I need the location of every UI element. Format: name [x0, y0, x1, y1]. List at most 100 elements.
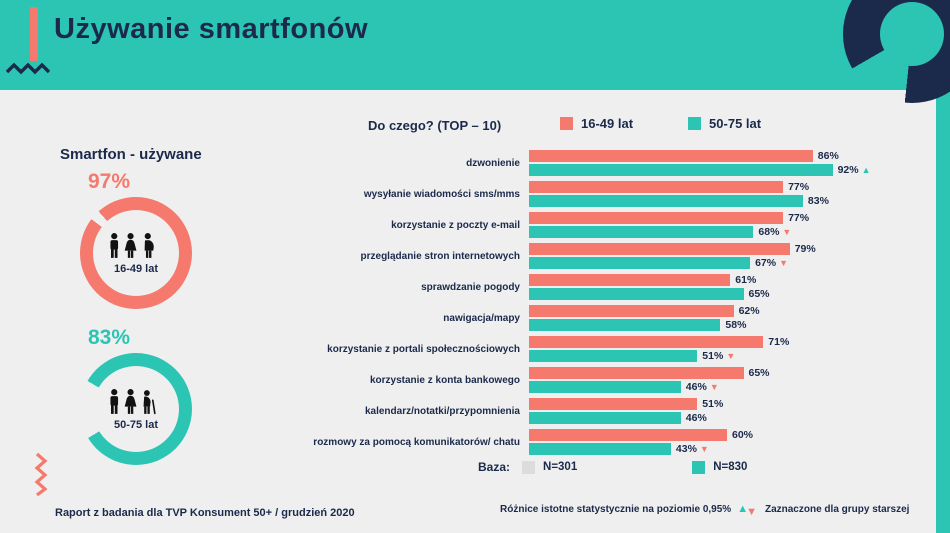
significance-marker-icon: ▼ [726, 350, 736, 361]
pregnant-woman-icon [144, 232, 154, 258]
legend-swatch-16-49 [560, 117, 573, 130]
bar-50-75 [529, 412, 681, 424]
bar-line-50-75: 46% ▼ [529, 381, 770, 393]
category-bars: 86% 92% ▲ [529, 150, 871, 176]
bar-value-50-75: 46% [685, 381, 707, 393]
bar-value-16-49: 79% [794, 243, 816, 255]
category-label: kalendarz/notatki/przypomnienia [364, 405, 520, 417]
woman-icon [124, 388, 137, 414]
bar-line-50-75: 92% ▲ [529, 164, 871, 176]
category-bars: 77% 68% ▼ [529, 212, 809, 238]
bar-50-75 [529, 164, 833, 176]
donut-center-16-49: 16-49 lat [93, 210, 179, 296]
bar-value-16-49: 51% [702, 398, 724, 410]
base-n-50-75: N=830 [713, 461, 748, 473]
bar-50-75 [529, 443, 671, 455]
bar-16-49 [529, 305, 734, 317]
bar-16-49 [529, 398, 698, 410]
bar-value-50-75: 83% [807, 195, 829, 207]
bar-line-50-75: 67% ▼ [529, 257, 816, 269]
bar-value-50-75: 46% [685, 412, 707, 424]
chart-row: sprawdzanie pogody 61% 65% [282, 274, 871, 300]
up-triangle-icon: ▲ [737, 503, 749, 515]
source-text: Raport z badania dla TVP Konsument 50+ /… [55, 507, 355, 519]
base-n-16-49: N=301 [543, 461, 578, 473]
bar-16-49 [529, 150, 813, 162]
page-title: Używanie smartfonów [54, 13, 369, 45]
significance-marker-icon: ▲ [861, 164, 871, 175]
header-bar: Używanie smartfonów [0, 0, 950, 90]
bar-50-75 [529, 319, 721, 331]
significance-triangles: ▲ ▼ [737, 503, 759, 518]
category-bars: 79% 67% ▼ [529, 243, 816, 269]
chart-row: rozmowy za pomocą komunikatorów/ chatu 6… [282, 429, 871, 455]
significance-marker-icon: ▼ [699, 443, 709, 454]
base-item-16-49: N=301 [522, 460, 578, 474]
bar-value-50-75: 92% [837, 164, 859, 176]
bar-line-16-49: 60% [529, 429, 753, 441]
chart-row: kalendarz/notatki/przypomnienia 51% 46% [282, 398, 871, 424]
donut-center-50-75: 50-75 lat [93, 366, 179, 452]
significance-marker-icon: ▼ [779, 257, 789, 268]
bar-50-75 [529, 288, 744, 300]
donut-ring-50-75: 50-75 lat [80, 353, 192, 465]
chart-legend: 16-49 lat 50-75 lat [560, 116, 761, 131]
bar-16-49 [529, 429, 727, 441]
chart-rows: dzwonienie 86% 92% ▲ wysyłanie wiadomośc… [282, 150, 871, 460]
bar-line-16-49: 51% [529, 398, 723, 410]
base-row: Baza: N=301 N=830 [478, 460, 747, 474]
category-label: sprawdzanie pogody [421, 281, 520, 293]
woman-icon [124, 232, 137, 258]
chart-row: nawigacja/mapy 62% 58% [282, 305, 871, 331]
man-icon [110, 388, 119, 414]
category-label: dzwonienie [466, 157, 520, 169]
legend-item-50-75: 50-75 lat [688, 116, 761, 131]
bar-line-50-75: 46% [529, 412, 723, 424]
family-adults-icon [110, 232, 154, 258]
bar-value-16-49: 86% [817, 150, 839, 162]
bar-50-75 [529, 226, 754, 238]
category-bars: 60% 43% ▼ [529, 429, 753, 455]
bar-line-16-49: 65% [529, 367, 770, 379]
significance-marker-icon: ▼ [709, 381, 719, 392]
bar-line-50-75: 68% ▼ [529, 226, 809, 238]
bar-16-49 [529, 212, 784, 224]
donut-percentage-50-75: 83% [88, 326, 131, 349]
elderly-person-with-cane-icon [143, 389, 156, 414]
chart-row: korzystanie z poczty e-mail 77% 68% ▼ [282, 212, 871, 238]
category-label: nawigacja/mapy [443, 312, 520, 324]
chart-title: Do czego? (TOP – 10) [368, 118, 502, 133]
significance-marker-icon: ▼ [782, 226, 792, 237]
base-swatch-50-75 [692, 460, 706, 474]
significance-note: Różnice istotne statystycznie na poziomi… [500, 503, 910, 518]
significance-text: Różnice istotne statystycznie na poziomi… [500, 504, 732, 515]
age-group-label-50-75: 50-75 lat [113, 418, 159, 431]
category-bars: 71% 51% ▼ [529, 336, 789, 362]
left-panel-title: Smartfon - używane [60, 146, 202, 164]
corner-ring-hole [880, 2, 944, 66]
legend-label-50-75: 50-75 lat [709, 116, 762, 131]
bar-line-16-49: 77% [529, 181, 832, 193]
bar-line-16-49: 79% [529, 243, 816, 255]
bar-16-49 [529, 274, 731, 286]
chart-row: korzystanie z portali społecznościowych … [282, 336, 871, 362]
donut-block-50-75: 83% [80, 326, 210, 465]
bar-value-16-49: 65% [748, 367, 770, 379]
bar-value-16-49: 77% [788, 212, 810, 224]
chart-row: dzwonienie 86% 92% ▲ [282, 150, 871, 176]
bar-value-16-49: 77% [788, 181, 810, 193]
down-triangle-icon: ▼ [746, 506, 757, 518]
category-label: korzystanie z poczty e-mail [391, 219, 520, 231]
bar-16-49 [529, 181, 784, 193]
bar-16-49 [529, 336, 764, 348]
bar-value-16-49: 71% [768, 336, 790, 348]
man-icon [110, 232, 119, 258]
zigzag-vertical-icon [34, 452, 48, 496]
legend-swatch-50-75 [688, 117, 702, 130]
marked-for-text: Zaznaczone dla grupy starszej [764, 504, 910, 515]
bar-value-50-75: 68% [758, 226, 780, 238]
bar-value-50-75: 51% [702, 350, 724, 362]
donut-ring-16-49: 16-49 lat [80, 197, 192, 309]
bar-value-50-75: 65% [748, 288, 770, 300]
legend-item-16-49: 16-49 lat [560, 116, 633, 131]
